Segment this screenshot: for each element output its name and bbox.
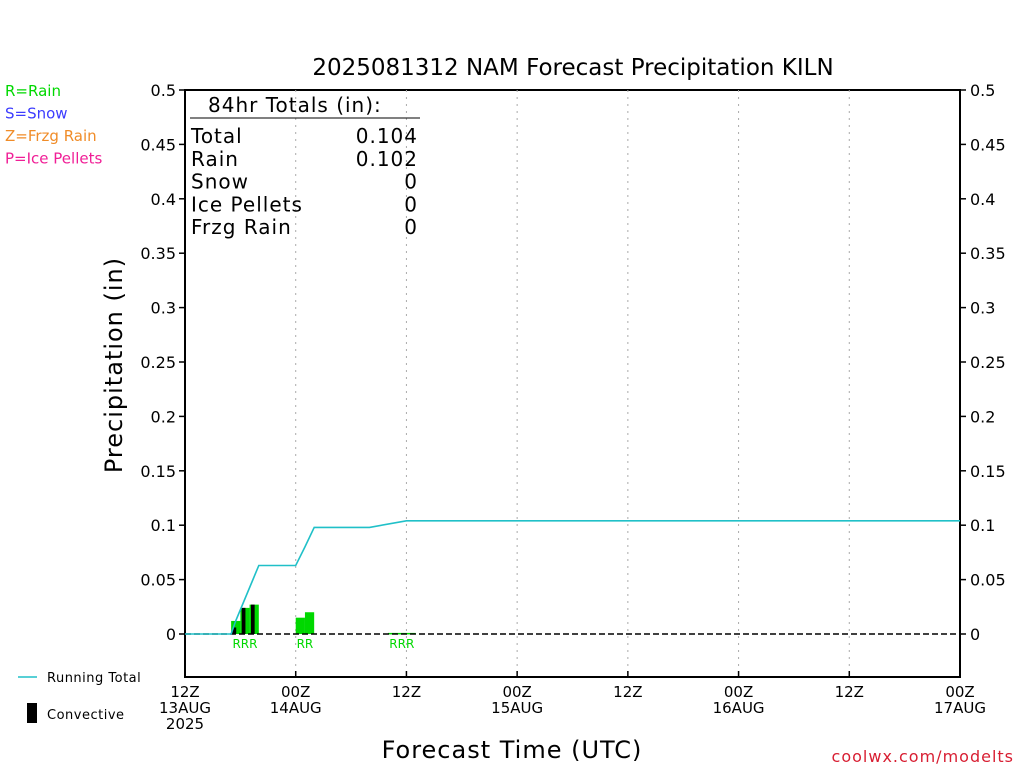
y-tick-label-right: 0 (970, 625, 980, 644)
y-tick-label-right: 0.35 (970, 244, 1006, 263)
y-tick-label-right: 0.05 (970, 571, 1006, 590)
y-tick-label-left: 0.2 (151, 407, 176, 426)
running-total-legend-label: Running Total (47, 671, 141, 686)
credit-text: coolwx.com/modelts (832, 747, 1014, 766)
y-tick-label-left: 0.1 (151, 516, 176, 535)
convective-bar (241, 607, 246, 634)
y-tick-label-left: 0 (166, 625, 176, 644)
grid-lines (295, 90, 850, 677)
convective-bar (232, 627, 237, 634)
precip-bar (295, 617, 305, 634)
y-tick-label-right: 0.5 (970, 81, 995, 100)
x-axis-label: Forecast Time (UTC) (382, 736, 643, 764)
y-tick-label-left: 0.4 (151, 190, 176, 209)
y-tick-label-left: 0.15 (140, 462, 176, 481)
totals-row-label: Frzg Rain (191, 215, 292, 239)
ptype-labels: RRR RR RRR (232, 637, 414, 651)
y-tick-label-left: 0.05 (140, 571, 176, 590)
y-tick-label-left: 0.5 (151, 81, 176, 100)
y-tick-label-left: 0.3 (151, 299, 176, 318)
x-tick-label: 12Z (392, 683, 421, 701)
x-tick-label: 00Z (281, 683, 310, 701)
ptype-legend-item: Z=Frzg Rain (5, 127, 97, 145)
precip-bar (304, 612, 315, 634)
x-tick-label: 16AUG (713, 699, 765, 717)
y-tick-label-left: 0.45 (140, 135, 176, 154)
totals-row-value: 0.102 (356, 147, 418, 171)
totals-row-value: 0.104 (356, 124, 418, 148)
ptype-label: RRR (389, 637, 414, 651)
totals-row-value: 0 (404, 192, 418, 216)
x-tick-label: 00Z (502, 683, 531, 701)
precip-bars (231, 604, 416, 635)
totals-row-value: 0 (404, 215, 418, 239)
x-tick-label: 2025 (166, 715, 204, 733)
y-tick-label-right: 0.45 (970, 135, 1006, 154)
ptype-legend: R=Rain S=Snow Z=Frzg Rain P=Ice Pellets (5, 82, 102, 168)
convective-legend-swatch (27, 703, 37, 723)
y-tick-label-left: 0.25 (140, 353, 176, 372)
ptype-legend-item: S=Snow (5, 105, 68, 123)
x-tick-label: 12Z (835, 683, 864, 701)
running-total-line (185, 520, 960, 635)
y-tick-label-right: 0.3 (970, 299, 995, 318)
ptype-legend-item: P=Ice Pellets (5, 150, 102, 168)
totals-row-label: Ice Pellets (191, 192, 303, 216)
totals-header: 84hr Totals (in): (208, 93, 382, 117)
totals-row-label: Snow (191, 170, 249, 194)
x-tick-label: 12Z (613, 683, 642, 701)
y-tick-label-right: 0.15 (970, 462, 1006, 481)
totals-row-value: 0 (404, 170, 418, 194)
y-tick-label-right: 0.25 (970, 353, 1006, 372)
convective-legend-label: Convective (47, 708, 125, 723)
y-tick-label-right: 0.2 (970, 407, 995, 426)
y-tick-label-right: 0.1 (970, 516, 995, 535)
ptype-label: RR (297, 637, 314, 651)
y-tick-label-left: 0.35 (140, 244, 176, 263)
y-tick-label-right: 0.4 (970, 190, 995, 209)
x-tick-label: 00Z (945, 683, 974, 701)
x-tick-label: 13AUG (159, 699, 211, 717)
x-tick-label: 15AUG (491, 699, 543, 717)
chart-title: 2025081312 NAM Forecast Precipitation KI… (312, 55, 833, 81)
x-tick-label: 12Z (170, 683, 199, 701)
plot-area (184, 89, 961, 678)
y-axis-label: Precipitation (in) (100, 257, 128, 473)
ptype-legend-item: R=Rain (5, 82, 61, 100)
ptype-label: RRR (232, 637, 257, 651)
x-tick-label: 17AUG (934, 699, 986, 717)
x-tick-label: 00Z (724, 683, 753, 701)
bottom-legend: Running Total Convective (18, 671, 141, 723)
x-tick-label: 14AUG (270, 699, 322, 717)
totals-box: 84hr Totals (in): Total 0.104 Rain 0.102 Sno… (190, 93, 420, 239)
y-axis-ticks: 0.5 0.5 0.45 0.45 0.4 0.4 0.35 0.35 0.3 0.3 0.25 0.… (140, 81, 1005, 644)
convective-bar (250, 604, 255, 634)
totals-row-label: Total (190, 124, 243, 148)
totals-row-label: Rain (191, 147, 239, 171)
